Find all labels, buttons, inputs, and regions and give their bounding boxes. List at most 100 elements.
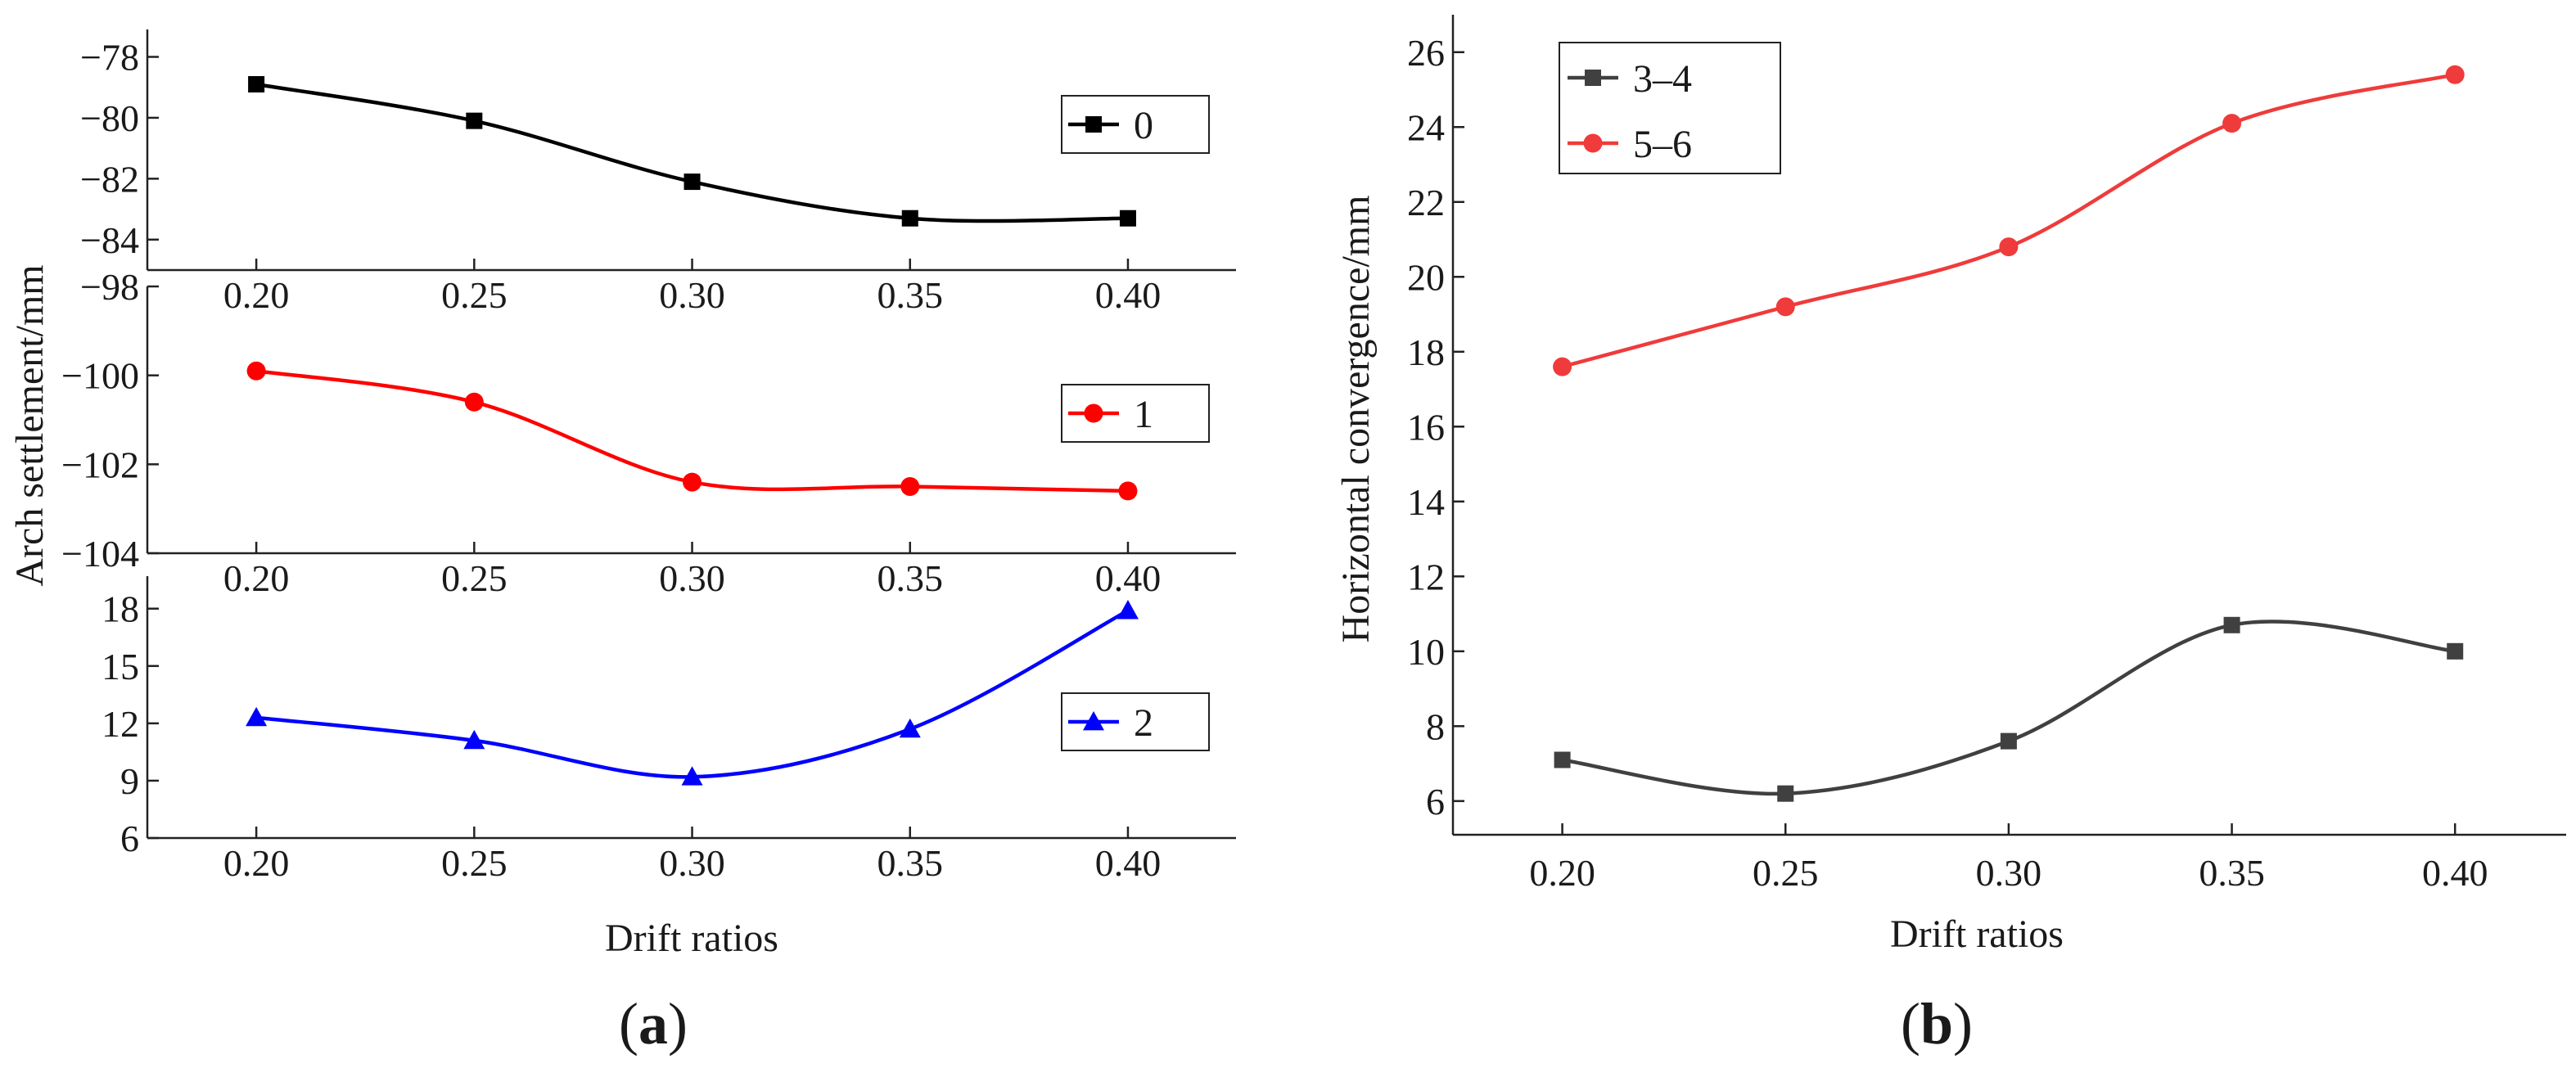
panel-a-1-ytick-label: −102 xyxy=(61,444,139,485)
panel-b-xtick-label: 0.30 xyxy=(1976,852,2042,894)
panel-a-0-xtick-label: 0.40 xyxy=(1095,274,1162,316)
panel-a-1-xtick-label: 0.35 xyxy=(877,557,943,599)
panel-a-label-letter: a xyxy=(638,991,668,1057)
panel-a: −78 −80 −82 −84 0.20 0.25 0.30 0.35 0.40 0 −98 −100… xyxy=(61,29,1236,884)
panel-a-series-2-point xyxy=(681,766,703,786)
panel-b-series-0-legend-label: 3–4 xyxy=(1633,57,1692,101)
panel-a-1-xtick-label: 0.30 xyxy=(659,557,725,599)
panel-b-ytick-label: 6 xyxy=(1426,781,1445,822)
panel-a-2-ytick-label: 6 xyxy=(120,818,139,859)
panel-b-ylabel: Horizontal convergence/mm xyxy=(1334,196,1378,643)
panel-a-series-2-point xyxy=(899,718,921,738)
panel-b-label: (b) xyxy=(1901,991,1973,1057)
panel-a-label: (a) xyxy=(619,991,688,1057)
panel-a-1-legend-swatch-marker xyxy=(1084,403,1103,423)
panel-a-2-xtick-label: 0.25 xyxy=(441,842,508,884)
panel-a-label-open: ( xyxy=(619,991,638,1057)
panel-b-ytick-label: 16 xyxy=(1407,406,1445,448)
panel-a-series-1-point xyxy=(683,472,702,492)
panel-a-subplot-2: 6 9 12 15 18 0.20 0.25 0.30 0.35 0.40 2 xyxy=(102,576,1236,884)
panel-b-series-1-point xyxy=(2222,114,2242,133)
panel-b-ytick-label: 8 xyxy=(1426,705,1445,747)
panel-a-1-ytick-label: −104 xyxy=(61,533,139,575)
panel-b-series-1-point xyxy=(1553,357,1572,376)
panel-a-subplot-0: −78 −80 −82 −84 0.20 0.25 0.30 0.35 0.40 0 xyxy=(80,29,1236,316)
panel-b-series-0-line xyxy=(1562,620,2456,796)
panel-a-2-ytick-label: 9 xyxy=(120,760,139,802)
panel-a-2-ytick-label: 15 xyxy=(102,646,139,687)
panel-a-series-2-point xyxy=(1117,600,1139,620)
panel-a-series-2-line xyxy=(255,609,1130,779)
panel-b-series-0-point xyxy=(1777,785,1794,802)
panel-a-2-xtick-label: 0.30 xyxy=(659,842,725,884)
panel-b-ytick-label: 22 xyxy=(1407,182,1445,223)
panel-a-series-1-point xyxy=(464,392,484,412)
panel-a-0-legend-swatch-marker xyxy=(1085,116,1102,133)
panel-b-series-1-point xyxy=(2445,65,2465,84)
panel-a-2-legend-swatch-marker xyxy=(1083,711,1104,731)
panel-b-series-0-point xyxy=(2223,616,2240,633)
panel-a-series-2-point xyxy=(246,706,268,727)
panel-b-ytick-label: 18 xyxy=(1407,331,1445,373)
panel-a-0-xtick-label: 0.25 xyxy=(441,274,508,316)
panel-a-2-xtick-label: 0.35 xyxy=(877,842,943,884)
panel-b-label-open: ( xyxy=(1901,991,1920,1057)
panel-a-1-legend-label: 1 xyxy=(1134,393,1153,436)
panel-a-series-1-point xyxy=(900,477,920,496)
panel-b-label-letter: b xyxy=(1920,991,1953,1057)
panel-b-series-1-legend-label: 5–6 xyxy=(1633,123,1692,166)
panel-a-label-close: ) xyxy=(668,991,688,1057)
panel-a-1-ytick-label: −98 xyxy=(80,266,139,308)
panel-b-series-1-point xyxy=(1775,297,1795,317)
panel-b-label-close: ) xyxy=(1953,991,1973,1057)
panel-a-1-xtick-label: 0.20 xyxy=(223,557,290,599)
panel-a-series-0-point xyxy=(248,75,265,92)
panel-b-series-0-legend-swatch-marker xyxy=(1585,70,1601,86)
panel-b-series-0-point xyxy=(2447,642,2464,660)
panel-b-xtick-label: 0.40 xyxy=(2422,852,2488,894)
panel-b-ytick-label: 26 xyxy=(1407,32,1445,74)
panel-b-series-1-point xyxy=(1999,237,2019,257)
panel-a-1-xtick-label: 0.40 xyxy=(1095,557,1162,599)
panel-b-xtick-label: 0.20 xyxy=(1529,852,1595,894)
panel-b: 6 8 10 12 14 16 18 20 22 24 26 0.20 0.25 0.30 0.35 0.40… xyxy=(1407,15,2566,894)
panel-a-0-ytick-label: −84 xyxy=(80,219,139,261)
panel-a-0-ytick-label: −80 xyxy=(80,97,139,139)
panel-b-xlabel: Drift ratios xyxy=(1890,913,2064,956)
panel-a-series-2-point xyxy=(463,729,485,750)
panel-b-ytick-label: 20 xyxy=(1407,256,1445,298)
panel-a-xlabel: Drift ratios xyxy=(605,917,778,960)
panel-a-2-xtick-label: 0.20 xyxy=(223,842,290,884)
panel-a-0-legend-label: 0 xyxy=(1134,104,1153,147)
panel-a-0-xtick-label: 0.30 xyxy=(659,274,725,316)
panel-a-series-0-line xyxy=(255,82,1128,223)
panel-b-xtick-label: 0.25 xyxy=(1753,852,1819,894)
panel-b-ytick-label: 24 xyxy=(1407,106,1445,148)
panel-a-ylabel: Arch settlement/mm xyxy=(8,264,52,586)
panel-a-0-ytick-label: −78 xyxy=(80,36,139,78)
panel-a-2-legend-label: 2 xyxy=(1134,701,1153,745)
panel-b-ytick-label: 12 xyxy=(1407,556,1445,597)
panel-a-1-ytick-label: −100 xyxy=(61,355,139,397)
panel-a-series-0-point xyxy=(1119,210,1136,227)
panel-b-series-0-point xyxy=(1554,751,1571,768)
panel-a-series-0-point xyxy=(901,210,918,227)
panel-a-series-0-point xyxy=(683,173,701,191)
panel-a-series-1-point xyxy=(246,361,266,381)
panel-b-xtick-label: 0.35 xyxy=(2199,852,2265,894)
panel-b-ytick-label: 14 xyxy=(1407,481,1445,523)
panel-b-series-1-legend-swatch-marker xyxy=(1583,133,1603,153)
panel-a-2-xtick-label: 0.40 xyxy=(1095,842,1162,884)
panel-a-0-ytick-label: −82 xyxy=(80,158,139,200)
panel-a-2-ytick-label: 18 xyxy=(102,588,139,630)
panel-a-2-ytick-label: 12 xyxy=(102,703,139,745)
panel-a-1-xtick-label: 0.25 xyxy=(441,557,508,599)
panel-b-series-0-point xyxy=(2000,732,2017,750)
panel-a-0-xtick-label: 0.20 xyxy=(223,274,290,316)
panel-a-series-1-point xyxy=(1118,481,1138,501)
panel-a-series-0-point xyxy=(466,112,483,129)
panel-a-subplot-1: −98 −100 −102 −104 0.20 0.25 0.30 0.35 0.40 1 xyxy=(61,266,1236,599)
panel-a-0-xtick-label: 0.35 xyxy=(877,274,943,316)
panel-b-ytick-label: 10 xyxy=(1407,631,1445,673)
